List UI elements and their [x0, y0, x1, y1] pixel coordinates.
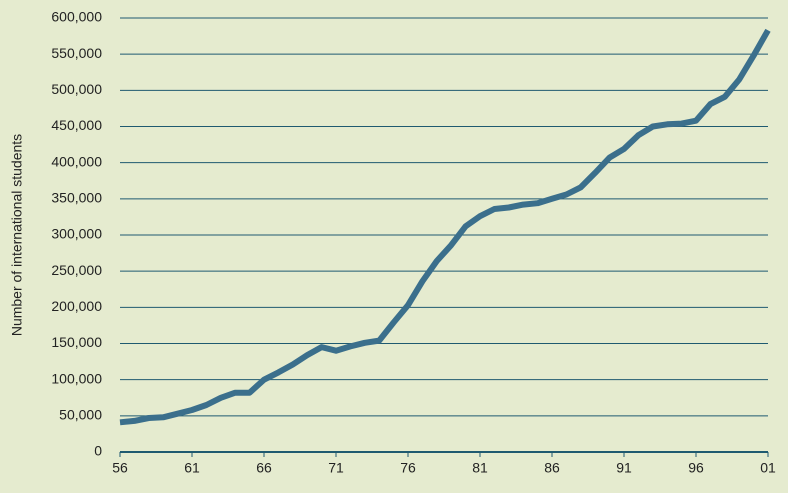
- x-tick-label: 56: [112, 460, 128, 476]
- y-tick-label: 500,000: [51, 81, 102, 97]
- y-axis-label: Number of international students: [9, 134, 25, 336]
- x-tick-label: 86: [544, 460, 560, 476]
- y-tick-label: 100,000: [51, 370, 102, 386]
- y-tick-label: 450,000: [51, 117, 102, 133]
- x-tick-label: 71: [328, 460, 344, 476]
- x-tick-label: 96: [688, 460, 704, 476]
- x-tick-label: 66: [256, 460, 272, 476]
- y-tick-label: 600,000: [51, 9, 102, 25]
- x-tick-label: 91: [616, 460, 632, 476]
- x-tick-label: 61: [184, 460, 200, 476]
- x-tick-label: 76: [400, 460, 416, 476]
- y-tick-label: 250,000: [51, 262, 102, 278]
- y-tick-label: 150,000: [51, 334, 102, 350]
- x-tick-label: 81: [472, 460, 488, 476]
- y-tick-label: 0: [94, 443, 102, 459]
- x-tick-label: 01: [760, 460, 776, 476]
- y-tick-label: 300,000: [51, 226, 102, 242]
- y-tick-label: 400,000: [51, 153, 102, 169]
- y-tick-label: 200,000: [51, 298, 102, 314]
- y-tick-label: 50,000: [59, 407, 102, 423]
- y-tick-label: 550,000: [51, 45, 102, 61]
- y-tick-label: 350,000: [51, 190, 102, 206]
- line-series: [119, 28, 771, 426]
